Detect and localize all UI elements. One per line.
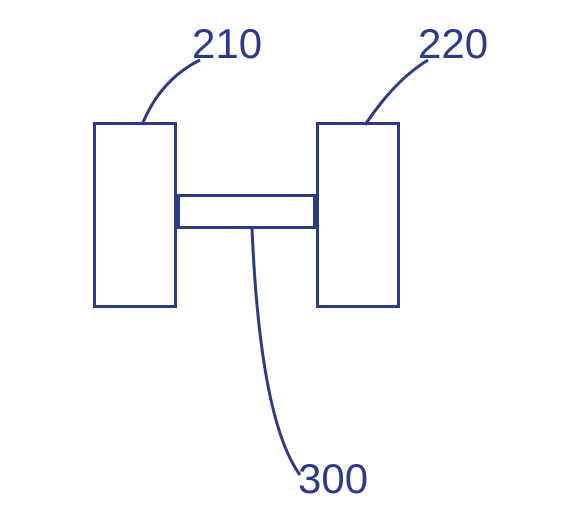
label-210: 210 xyxy=(192,20,262,68)
label-300: 300 xyxy=(298,455,368,503)
label-220: 220 xyxy=(418,20,488,68)
block-210 xyxy=(93,122,177,308)
connector-bar-300 xyxy=(177,194,316,229)
leader-220 xyxy=(365,60,428,125)
leader-lines xyxy=(0,0,571,526)
block-220 xyxy=(316,122,400,308)
leader-300 xyxy=(252,228,300,475)
diagram-canvas: 210 220 300 xyxy=(0,0,571,526)
leader-210 xyxy=(142,60,200,125)
